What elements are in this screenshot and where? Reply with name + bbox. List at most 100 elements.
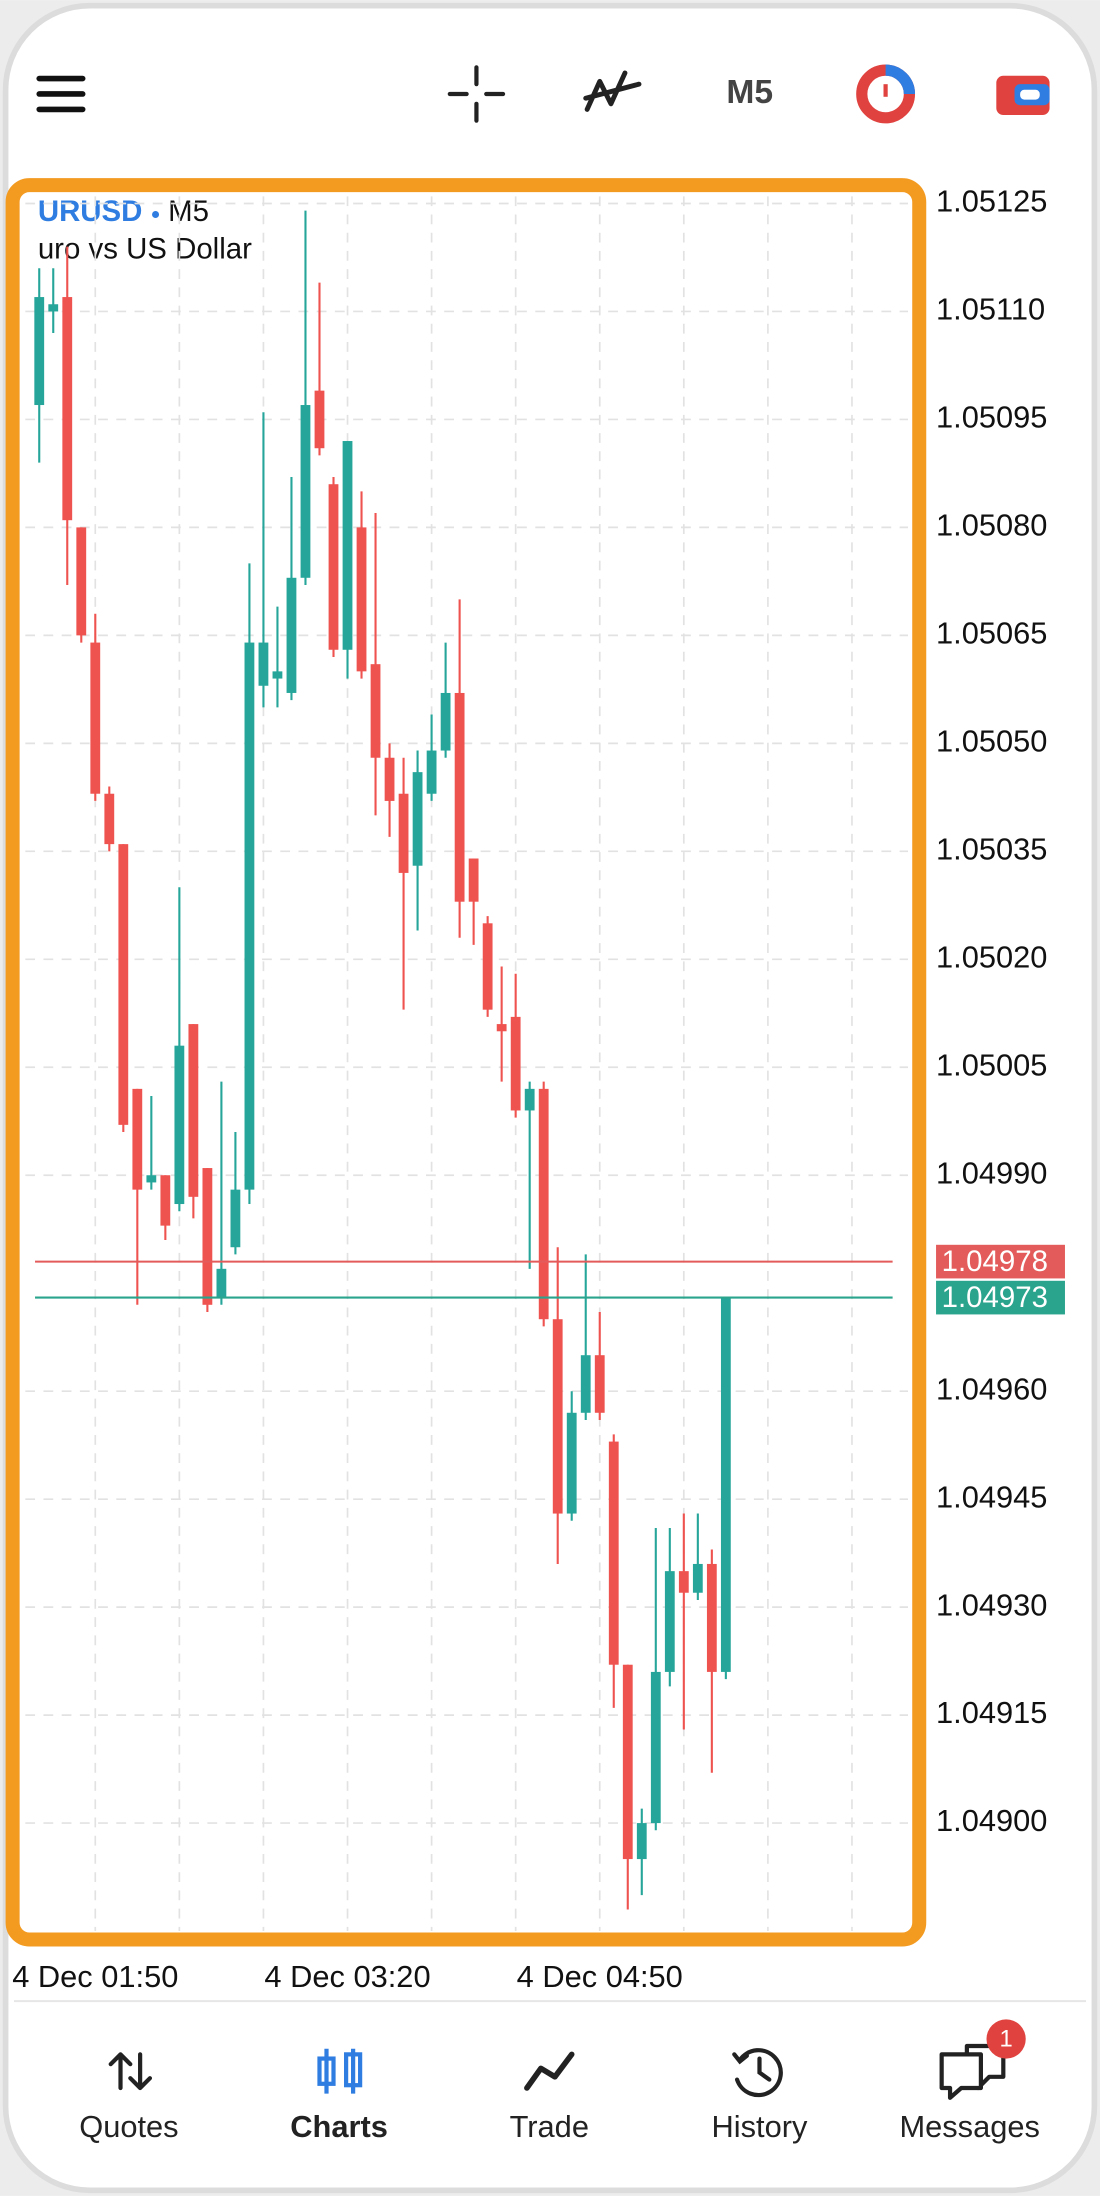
x-tick-label: 4 Dec 03:20	[264, 1959, 430, 1994]
separator-dot	[152, 210, 160, 218]
badge-count: 1	[999, 2026, 1012, 2053]
candle-body	[398, 793, 409, 873]
candle-body	[692, 1563, 703, 1593]
y-tick-label: 1.05050	[936, 723, 1047, 758]
menu-button[interactable]	[36, 75, 86, 113]
candle-body	[272, 671, 283, 679]
y-tick-label: 1.05020	[936, 939, 1047, 974]
candle-body	[34, 297, 45, 406]
y-tick-label: 1.05095	[936, 400, 1047, 435]
candle-body	[202, 1168, 213, 1305]
candle-body	[664, 1571, 675, 1672]
chart-timeframe: M5	[168, 195, 209, 228]
nav-label[interactable]: Charts	[290, 2109, 388, 2144]
candle-body	[244, 642, 255, 1190]
ask-label: 1.04973	[942, 1281, 1048, 1314]
candle-body	[510, 1016, 521, 1111]
candle-body	[160, 1175, 171, 1226]
candle-body	[174, 1045, 185, 1205]
y-tick-label: 1.05005	[936, 1047, 1047, 1082]
y-tick-label: 1.05125	[936, 184, 1047, 219]
account-button[interactable]	[996, 75, 1050, 116]
candle-body	[48, 304, 59, 312]
candle-body	[496, 1024, 507, 1032]
candle-body	[454, 692, 465, 902]
candle-body	[720, 1297, 731, 1672]
nav-label[interactable]: History	[712, 2109, 808, 2144]
y-tick-label: 1.05035	[936, 831, 1047, 866]
y-tick-label: 1.04945	[936, 1479, 1047, 1514]
candle-body	[118, 844, 129, 1125]
badge	[986, 2019, 1026, 2059]
nav-label[interactable]: Quotes	[79, 2109, 178, 2144]
candle-body	[622, 1664, 633, 1860]
history-icon	[732, 2048, 783, 2098]
ask-label-box	[936, 1280, 1065, 1315]
y-tick-label: 1.04990	[936, 1155, 1047, 1190]
candle-body	[146, 1175, 157, 1183]
y-tick-label: 1.04900	[936, 1803, 1047, 1838]
candle-body	[552, 1319, 563, 1514]
candle-body	[706, 1563, 717, 1672]
y-tick-label: 1.04915	[936, 1695, 1047, 1730]
plot-area: URUSD M5 uro vs US Dollar	[25, 195, 909, 1932]
candle-body	[216, 1268, 227, 1298]
candle-body	[188, 1024, 199, 1197]
candle-body	[678, 1571, 689, 1593]
candle-body	[370, 664, 381, 758]
charts-icon	[317, 2048, 363, 2094]
candle-body	[440, 692, 451, 751]
candle-body	[468, 858, 479, 902]
candle-body	[76, 527, 87, 636]
candle-body	[636, 1823, 647, 1860]
candle-body	[426, 750, 437, 794]
candle-body	[104, 793, 115, 845]
bid-label: 1.04978	[942, 1245, 1048, 1278]
x-tick-label: 4 Dec 01:50	[12, 1959, 178, 1994]
candle-body	[524, 1088, 535, 1111]
nav-label[interactable]: Messages	[899, 2109, 1039, 2144]
candle-body	[286, 577, 297, 693]
candle-body	[566, 1412, 577, 1514]
candle-body	[412, 772, 423, 866]
candle-body	[258, 642, 269, 686]
chart-description: uro vs US Dollar	[38, 233, 252, 266]
indicators-button[interactable]	[583, 70, 642, 112]
trade-icon	[524, 2051, 575, 2091]
y-tick-label: 1.05110	[936, 292, 1045, 327]
highlight-frame	[5, 178, 927, 1947]
messages-icon	[939, 2043, 1006, 2100]
candle-body	[538, 1088, 549, 1320]
y-tick-label: 1.05065	[936, 616, 1047, 651]
trade-button[interactable]	[856, 64, 916, 124]
candle-body	[342, 441, 353, 650]
candle-body	[650, 1671, 661, 1824]
quotes-icon	[108, 2052, 153, 2091]
candle-body	[594, 1355, 605, 1413]
nav-label[interactable]: Trade	[510, 2109, 589, 2144]
candle-body	[90, 642, 101, 794]
candle-body	[608, 1441, 619, 1665]
x-tick-label: 4 Dec 04:50	[517, 1959, 683, 1994]
candle-body	[230, 1189, 241, 1248]
crosshair-button[interactable]	[447, 65, 506, 123]
candle-body	[328, 484, 339, 650]
y-tick-label: 1.04960	[936, 1371, 1047, 1406]
candle-body	[132, 1088, 143, 1190]
candle-body	[384, 757, 395, 801]
candle-body	[356, 527, 367, 672]
bid-label-box	[936, 1244, 1065, 1279]
candle-body	[482, 923, 493, 1010]
y-tick-label: 1.04930	[936, 1587, 1047, 1622]
candle-body	[300, 405, 311, 578]
y-tick-label: 1.05080	[936, 508, 1047, 543]
candle-body	[314, 390, 325, 449]
candle-body	[580, 1355, 591, 1413]
candle-body	[62, 297, 73, 521]
timeframe-button[interactable]: M5	[726, 74, 773, 111]
toolbar: M5	[36, 64, 1050, 124]
chart-symbol: URUSD	[38, 195, 143, 228]
